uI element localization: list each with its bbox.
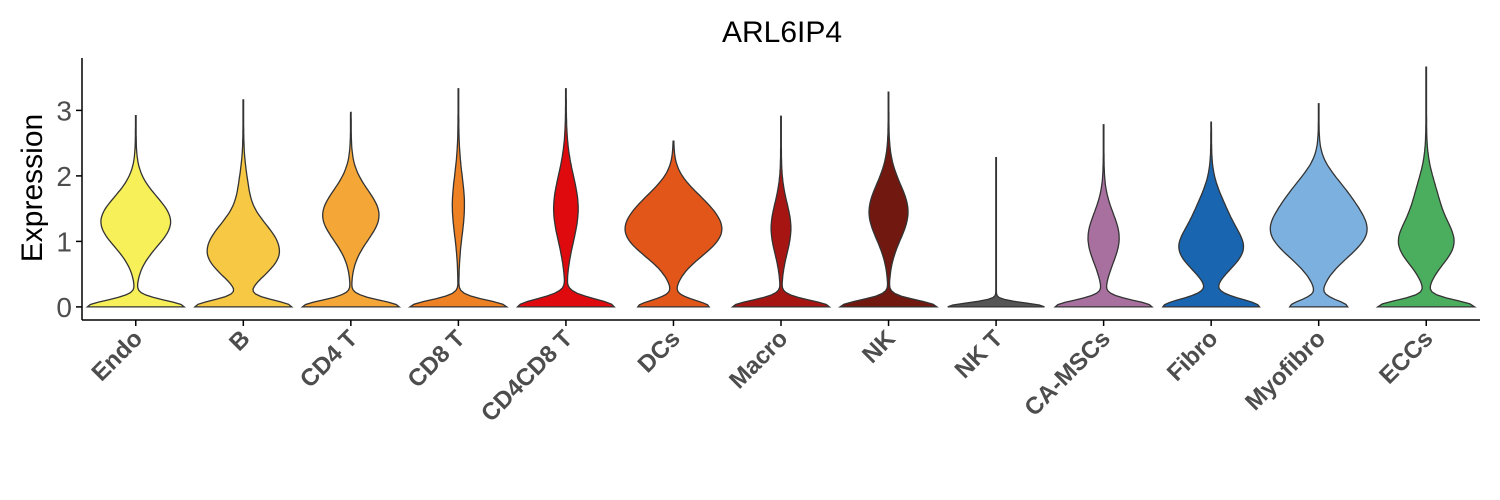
y-tick-label: 0 xyxy=(56,292,72,323)
violin-nk xyxy=(838,91,939,308)
y-tick-label: 2 xyxy=(56,161,72,192)
x-tick-label: ECCs xyxy=(1374,325,1438,389)
x-tick-label: CD4CD8 T xyxy=(476,325,578,427)
x-tick-label: CD8 T xyxy=(403,325,471,393)
violin-eccs xyxy=(1375,66,1477,308)
x-tick-label: Myofibro xyxy=(1240,325,1331,416)
x-tick-label: B xyxy=(224,325,255,356)
violin-fibro xyxy=(1161,121,1261,308)
violin-macro xyxy=(730,115,832,308)
x-tick-label: Fibro xyxy=(1162,325,1224,387)
violin-cd8-t xyxy=(407,88,509,308)
violins-group xyxy=(85,66,1477,308)
y-tick-label: 3 xyxy=(56,95,72,126)
x-tick-label: CA-MSCs xyxy=(1019,325,1115,421)
violin-nk-t xyxy=(947,156,1045,308)
y-ticks-group: 0 1 2 3 xyxy=(56,95,82,323)
x-tick-label: CD4 T xyxy=(295,325,363,393)
y-axis-label: Expression xyxy=(16,114,49,262)
violin-b xyxy=(193,99,294,308)
violin-ca-mscs xyxy=(1053,124,1154,308)
x-tick-label: DCs xyxy=(633,325,686,378)
violin-cd4-t xyxy=(300,111,402,308)
violin-endo xyxy=(85,114,187,308)
x-tick-label: Macro xyxy=(724,325,793,394)
violin-cd4cd8-t xyxy=(515,88,616,308)
chart-title: ARL6IP4 xyxy=(722,16,842,49)
violin-dcs xyxy=(624,140,723,308)
x-tick-label: Endo xyxy=(86,325,148,387)
x-tick-label: NK xyxy=(857,325,901,369)
x-ticks-group: Endo B CD4 T CD8 T CD4CD8 T DCs Macro NK NK T CA-… xyxy=(86,320,1438,427)
x-tick-label: NK T xyxy=(950,325,1009,384)
violin-myofibro xyxy=(1269,103,1368,308)
y-tick-label: 1 xyxy=(56,226,72,257)
